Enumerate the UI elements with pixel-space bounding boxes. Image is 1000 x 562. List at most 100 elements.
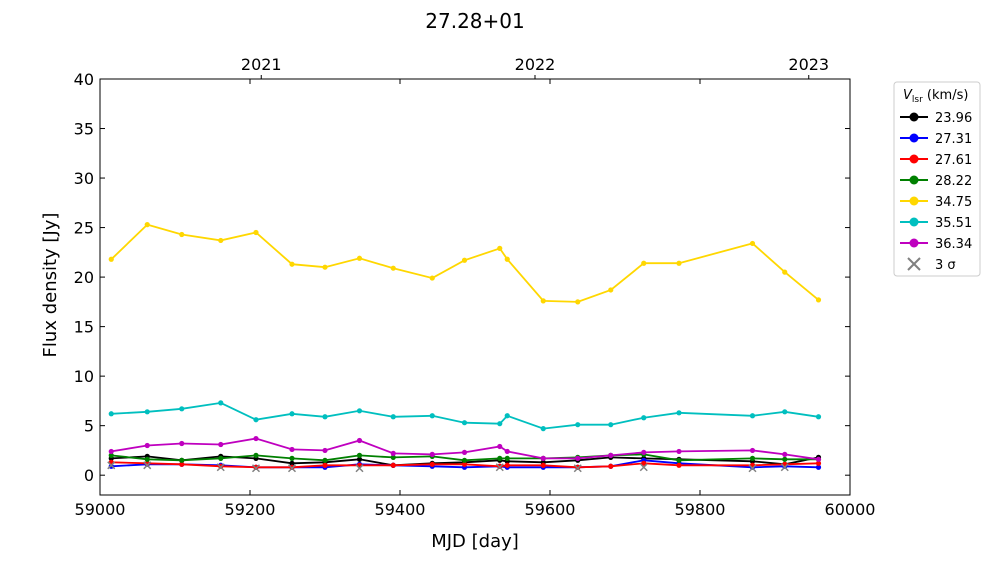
data-point: [608, 452, 614, 458]
data-point: [356, 255, 363, 261]
data-point: [575, 299, 581, 305]
legend-entry: 34.75: [935, 195, 972, 210]
legend-marker: [909, 217, 919, 227]
legend-marker: [909, 154, 919, 164]
x-tick-label: 60000: [825, 500, 876, 519]
data-point: [676, 260, 682, 266]
data-point: [815, 460, 822, 466]
limit-marker: [355, 464, 364, 473]
legend-box: [893, 81, 981, 277]
limit-marker: [287, 464, 297, 473]
plot-frame: [99, 78, 851, 496]
legend-marker: [909, 133, 919, 143]
data-point: [749, 447, 756, 454]
data-point: [749, 455, 756, 461]
data-point: [540, 462, 546, 468]
data-point: [782, 451, 788, 457]
limit-stroke: [639, 463, 648, 472]
data-point: [461, 461, 468, 467]
data-point: [815, 464, 822, 470]
data-point: [461, 457, 468, 463]
data-point: [144, 442, 150, 449]
data-point: [144, 222, 150, 228]
data-point: [356, 452, 363, 458]
data-point: [429, 451, 435, 457]
x-tick-label: 59400: [375, 500, 426, 519]
y-tick-label: 25: [74, 219, 94, 238]
x-axis-title: MJD [day]: [431, 531, 519, 552]
legend-limit-stroke: [907, 257, 921, 271]
data-point: [253, 417, 259, 423]
limit-stroke: [780, 463, 789, 472]
y-tick-label: 20: [74, 268, 94, 287]
y-tick-label: 10: [74, 367, 94, 386]
legend-marker: [909, 196, 919, 206]
x-tick-label: 59200: [225, 500, 276, 519]
data-point: [782, 409, 788, 415]
year-label: 2022: [515, 55, 556, 74]
data-point: [218, 400, 224, 406]
limit-stroke: [107, 461, 116, 470]
data-point: [461, 420, 468, 426]
data-point: [179, 457, 185, 463]
limit-marker: [143, 461, 152, 470]
data-point: [749, 413, 756, 419]
data-point: [390, 414, 396, 420]
legend-entry: 36.34: [935, 237, 972, 252]
legend-entry: 35.51: [935, 216, 972, 231]
data-point: [815, 297, 822, 303]
data-point: [218, 237, 224, 244]
data-point: [253, 435, 259, 442]
data-point: [815, 414, 822, 420]
data-point: [322, 457, 328, 463]
legend-entry: 27.31: [935, 132, 972, 147]
y-axis-title: Flux density [Jy]: [40, 213, 61, 358]
data-point: [253, 452, 259, 458]
data-point: [390, 450, 396, 456]
y-tick-label: 5: [84, 417, 94, 436]
limit-marker: [573, 464, 582, 473]
legend-marker: [909, 238, 919, 248]
data-point: [322, 264, 328, 270]
data-point: [782, 456, 788, 462]
legend: Vlsr (km/s) 23.96 27.31 27.61 28.22 34.75 35.5…: [893, 81, 981, 277]
data-point: [608, 422, 614, 428]
data-point: [676, 457, 682, 463]
data-point: [575, 455, 581, 461]
data-point: [289, 261, 295, 267]
legend-marker: [909, 112, 919, 122]
data-point: [641, 460, 647, 466]
legend-marker: [909, 175, 919, 185]
series-line-34.75: [110, 223, 820, 303]
data-point: [641, 449, 647, 456]
data-point: [676, 448, 682, 455]
data-point: [749, 240, 756, 247]
data-point: [461, 257, 468, 263]
data-point: [144, 409, 150, 415]
x-tick-label: 59800: [675, 500, 726, 519]
limit-marker: [639, 463, 648, 472]
data-point: [390, 454, 396, 460]
data-point: [356, 408, 363, 414]
data-point: [608, 287, 614, 293]
data-point: [608, 463, 614, 469]
limit-marker: [780, 463, 789, 472]
data-point: [429, 413, 435, 419]
data-point: [540, 426, 546, 432]
data-point: [322, 414, 328, 420]
data-point: [253, 229, 259, 236]
y-tick-label: 40: [74, 70, 94, 89]
plot-area: 59000 59200 59400 59600 59800 60000 0 5 10 15 20 25…: [74, 55, 876, 519]
data-point: [356, 437, 363, 444]
year-label: 2023: [788, 55, 829, 74]
data-point: [179, 440, 185, 447]
x-tick-label: 59600: [525, 500, 576, 519]
data-point: [504, 413, 510, 419]
data-point: [504, 448, 510, 455]
data-point: [504, 256, 510, 262]
data-point: [108, 448, 114, 455]
data-point: [108, 452, 114, 458]
limit-marker: [216, 463, 225, 472]
data-point: [108, 411, 114, 417]
